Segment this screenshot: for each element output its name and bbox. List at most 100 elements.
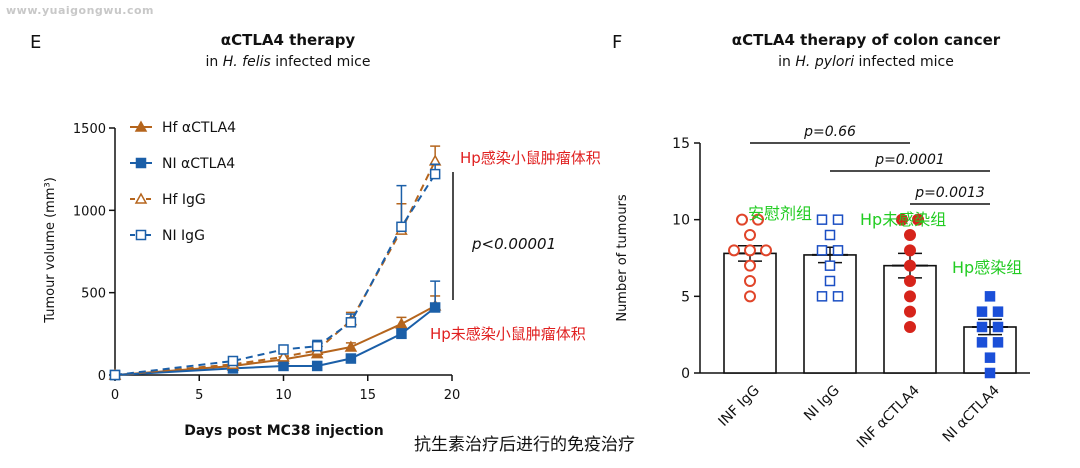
panel-f-data-point [984, 352, 996, 363]
panel-f-data-point [904, 321, 916, 333]
panel-f-group-label-uninfected: Hp未感染组 [860, 210, 946, 229]
panel-f-data-point [904, 305, 916, 318]
panel-f-ylabel: Number of tumours [615, 194, 630, 322]
panel-e-plot-area [108, 145, 442, 381]
panel-e-data-point [345, 353, 357, 364]
panel-e-label-lower: Hp未感染小鼠肿瘤体积 [430, 325, 586, 343]
panel-f-data-point [760, 244, 772, 257]
panel-e-legend-label: Hf αCTLA4 [162, 120, 236, 136]
panel-f-group-label-infected: Hp感染组 [952, 258, 1022, 277]
panel-f-data-point [832, 214, 844, 225]
panel-e-data-point [429, 168, 441, 180]
panel-f-comparison-label: p=0.0013 [914, 185, 985, 201]
panel-f-xtick-label: NI αCTLA4 [940, 382, 1003, 445]
panel-f-ytick-label: 15 [672, 136, 690, 152]
panel-e-series-line [114, 306, 436, 376]
panel-f-xtick-label: INF IgG [715, 383, 762, 430]
panel-e-data-point [278, 344, 289, 355]
panel-e: E αCTLA4 therapy in H. felis infected mi… [30, 31, 601, 439]
panel-e-xtick-label: 10 [275, 388, 292, 403]
panel-f-bar [803, 254, 857, 374]
panel-f-data-point [984, 367, 996, 379]
panel-f-xtick-label: INF αCTLA4 [854, 382, 923, 451]
panel-f-ytick-label: 0 [681, 366, 690, 382]
panel-e-data-point [344, 340, 358, 352]
panel-f-data-point [744, 290, 756, 303]
panel-e-xtick-label: 0 [111, 388, 119, 403]
panel-f-data-point [728, 244, 740, 257]
panel-e-legend-marker [134, 120, 148, 132]
panel-f-data-point [912, 213, 924, 226]
panel-f-xtick-label: NI IgG [801, 383, 843, 425]
figure-caption: 抗生素治疗后进行的免疫治疗 [414, 435, 635, 455]
panel-e-title: αCTLA4 therapy [221, 31, 356, 49]
panel-f-data-point [976, 306, 988, 317]
panel-e-xtick-label: 20 [444, 388, 461, 403]
panel-e-data-point [278, 360, 289, 372]
panel-f-data-point [992, 321, 1004, 333]
panel-e-ylabel: Tumour volume (mm³) [43, 177, 58, 324]
panel-f-data-point [976, 321, 988, 333]
panel-f-data-point [744, 229, 756, 241]
panel-f-comparison-label: p=0.0001 [874, 152, 945, 168]
panel-e-data-point [227, 355, 239, 367]
panel-e-data-point [396, 221, 407, 233]
panel-f-comparison-label: p=0.66 [803, 124, 856, 140]
panel-f-data-point [824, 275, 836, 287]
panel-f-data-point [904, 229, 916, 241]
panel-e-data-point [345, 317, 357, 328]
panel-e-ytick-label: 1500 [73, 122, 106, 137]
panel-f-data-point [824, 260, 836, 271]
panel-f-xtick-labels: INF IgG NI IgG INF αCTLA4 NI αCTLA4 [715, 382, 1002, 451]
panel-e-ytick-label: 500 [81, 287, 106, 302]
panel-f-data-point [816, 291, 828, 302]
panel-e-pvalue: p<0.00001 [471, 235, 556, 253]
panel-e-axes: 0 500 1000 1500 0 5 10 15 20 [73, 122, 460, 403]
panel-f-data-point [904, 259, 916, 272]
panel-e-legend-marker [134, 192, 148, 204]
panel-e-xlabel: Days post MC38 injection [184, 423, 384, 439]
panel-f-data-point [984, 291, 996, 302]
panel-e-xtick-label: 15 [359, 388, 376, 403]
panel-e-legend: Hf αCTLA4 NI αCTLA4 Hf IgG NI IgG [130, 120, 236, 244]
panel-f-data-point [904, 290, 916, 303]
panel-f-title: αCTLA4 therapy of colon cancer [732, 31, 1001, 49]
panel-e-legend-label: Hf IgG [162, 192, 206, 208]
panel-f: F αCTLA4 therapy of colon cancer in H. p… [612, 31, 1030, 451]
panel-f-data-point [736, 213, 748, 226]
panel-e-subtitle: in H. felis infected mice [206, 54, 371, 70]
panel-f-data-point [992, 337, 1004, 348]
panel-e-ytick-label: 1000 [73, 204, 106, 219]
panel-e-data-point [311, 360, 323, 372]
panel-f-data-point [744, 244, 756, 257]
panel-f-data-point [904, 275, 916, 287]
panel-e-legend-label: NI αCTLA4 [162, 156, 235, 172]
panel-f-data-point [752, 213, 764, 226]
panel-f-data-point [816, 214, 828, 225]
panel-e-data-point [109, 369, 121, 381]
panel-f-bar [723, 252, 777, 374]
panel-f-data-point [824, 229, 836, 241]
panel-e-data-point [311, 340, 323, 352]
panel-f-letter: F [612, 32, 622, 53]
panel-e-ytick-label: 0 [98, 369, 106, 384]
panel-f-data-point [992, 306, 1004, 317]
panel-f-data-point [904, 244, 916, 257]
panel-f-data-point [832, 291, 844, 302]
panel-e-legend-marker [135, 229, 147, 241]
panel-f-data-point [832, 245, 844, 256]
panel-f-subtitle: in H. pylori infected mice [778, 54, 954, 70]
panel-f-comparisons: p=0.66 p=0.0001 p=0.0013 [750, 124, 990, 205]
panel-f-data-point [976, 337, 988, 348]
panel-f-data-point [744, 275, 756, 287]
panel-e-xtick-label: 5 [195, 388, 203, 403]
panel-e-legend-label: NI IgG [162, 228, 205, 244]
panel-e-data-point [395, 317, 408, 329]
panel-e-data-point [429, 302, 441, 313]
panel-f-group-label-placebo: 安慰剂组 [748, 204, 812, 223]
panel-f-ytick-label: 10 [672, 213, 690, 229]
panel-e-label-upper: Hp感染小鼠肿瘤体积 [460, 149, 601, 167]
panel-f-data-point [896, 213, 908, 226]
watermark-text: www.yuaigongwu.com [6, 4, 155, 17]
